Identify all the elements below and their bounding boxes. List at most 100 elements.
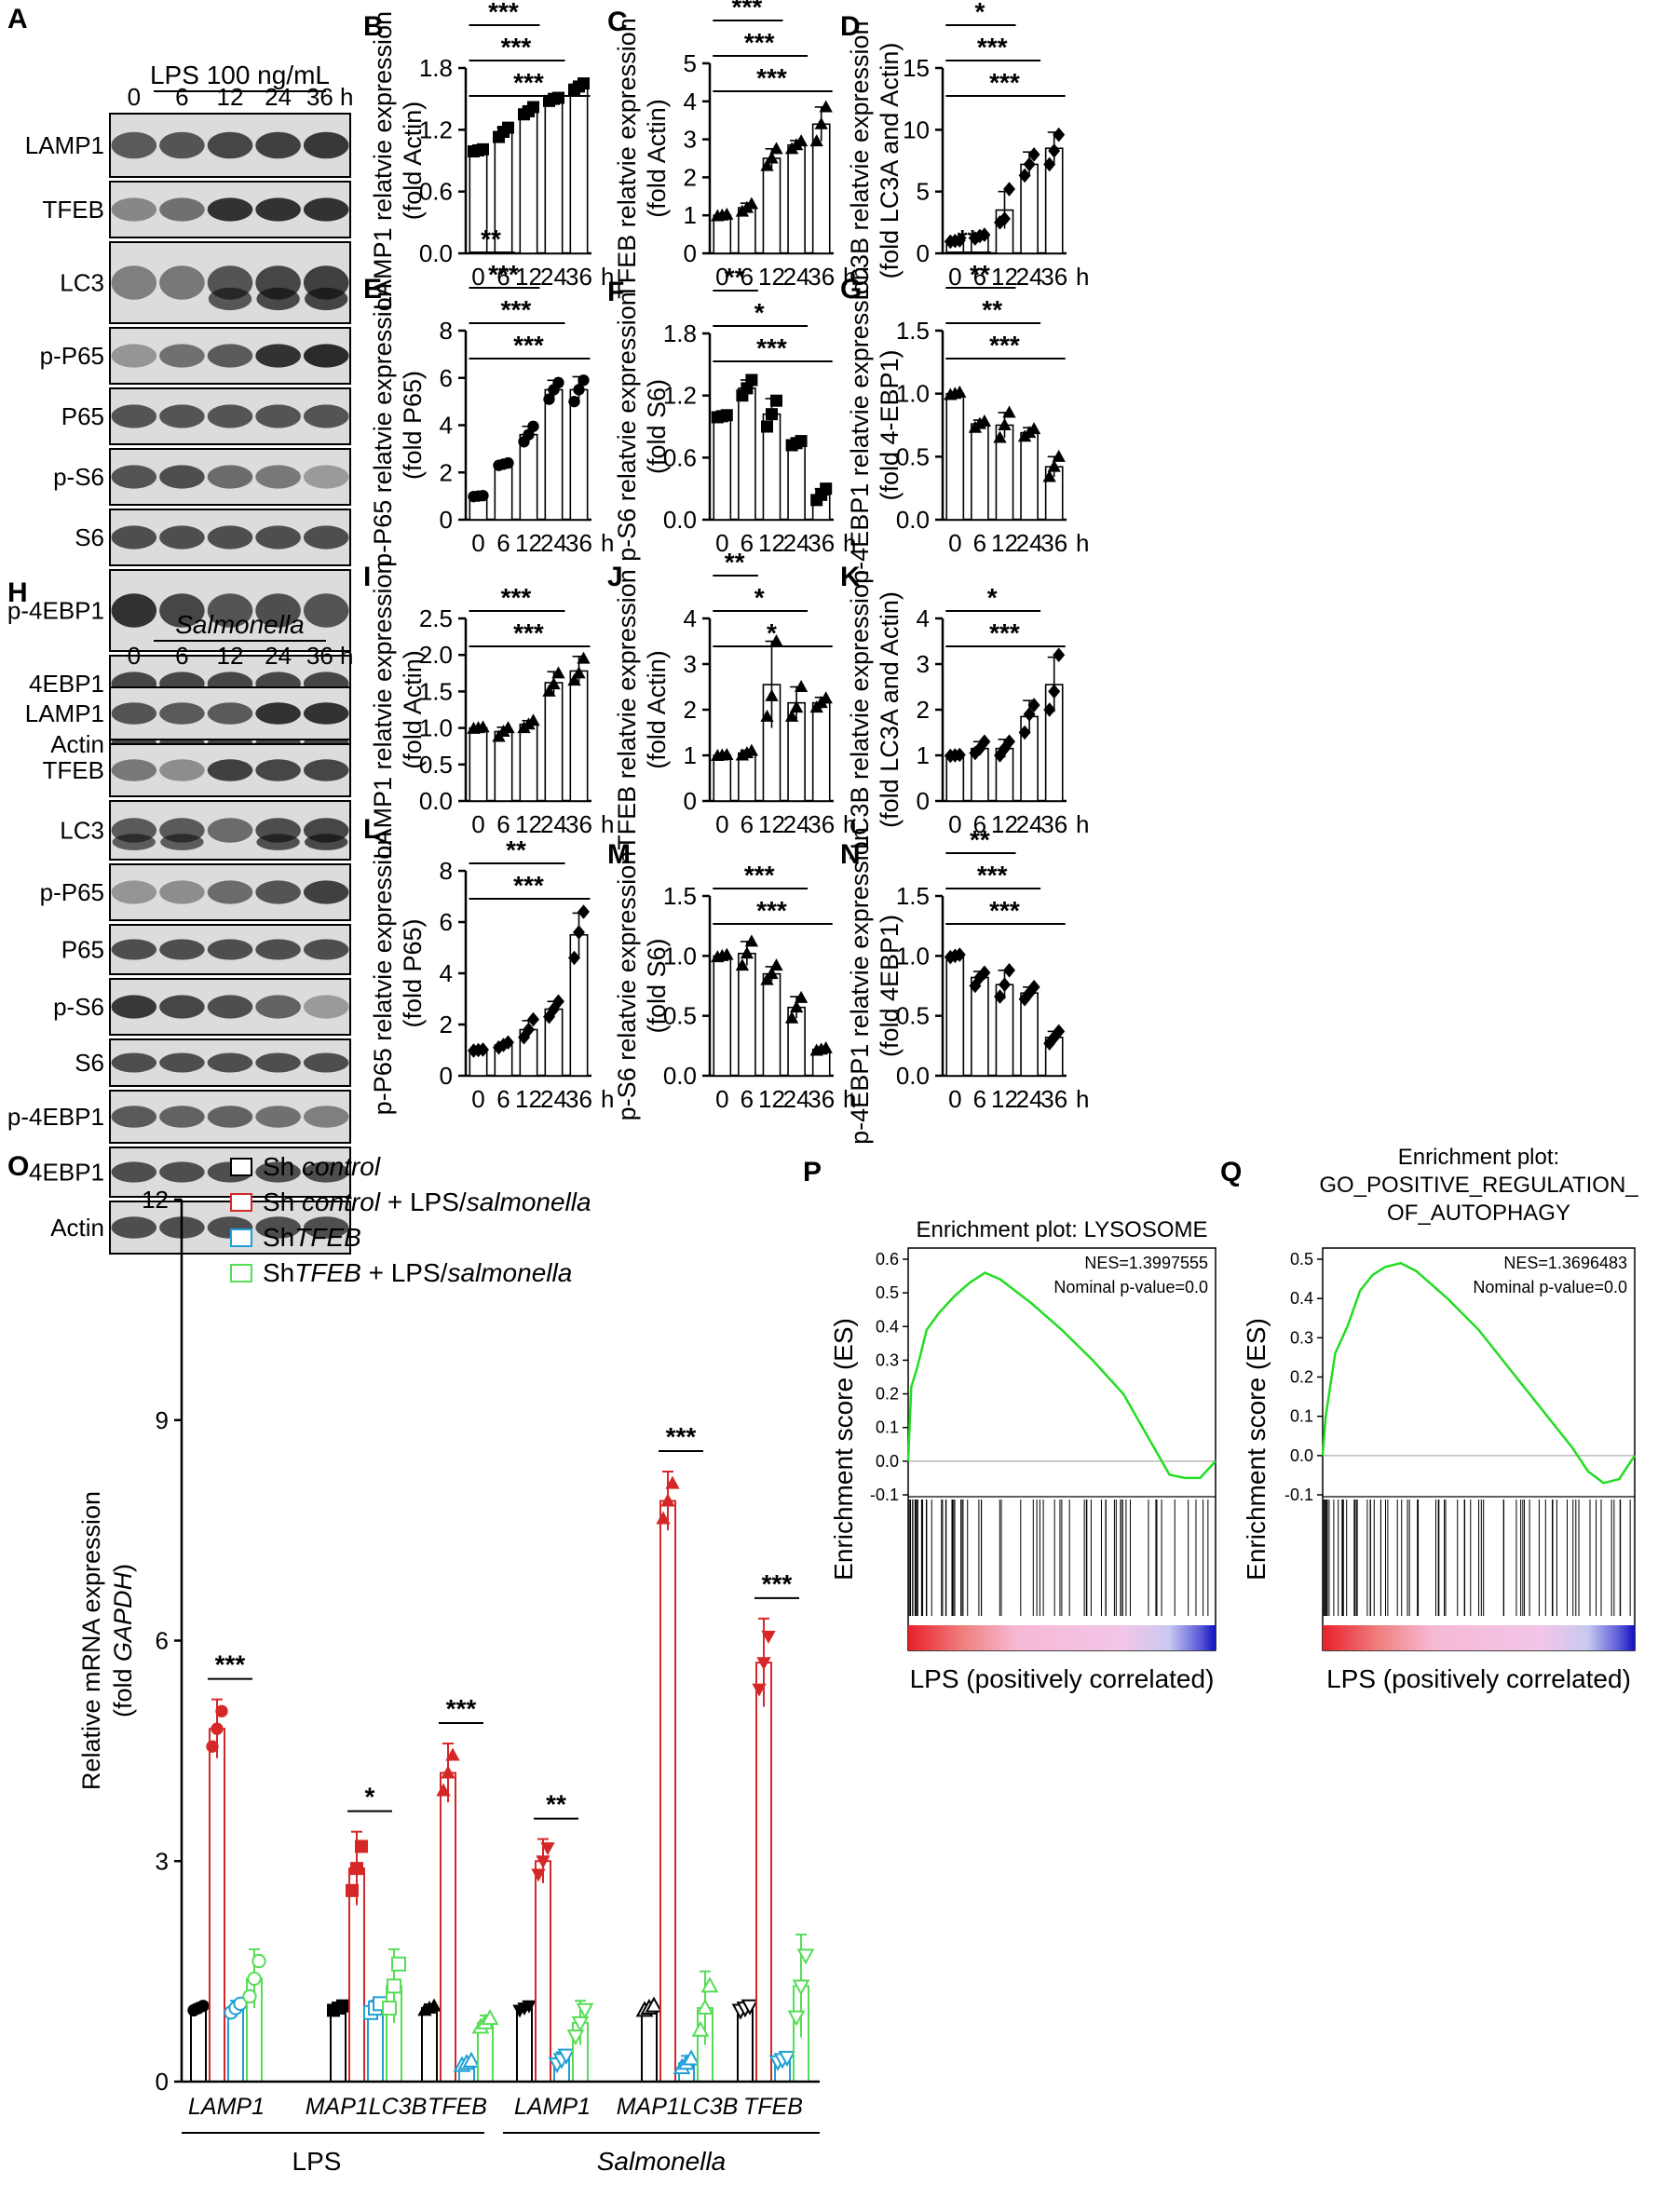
- y-axis-label-line: p-S6 relatvie expression: [613, 851, 641, 1121]
- label-part: control: [302, 1187, 381, 1216]
- y-tick-label: 2: [684, 163, 697, 191]
- panel-letter: C: [607, 7, 628, 37]
- y-tick-label: 0.0: [663, 1062, 697, 1090]
- blot-row-p-4ebp1: p-4EBP1: [7, 569, 351, 652]
- y-tick-label: 0.2: [876, 1385, 899, 1404]
- x-tick-label: 24: [540, 263, 567, 291]
- data-point: [794, 680, 809, 693]
- data-point: [1003, 962, 1015, 978]
- y-axis-label-line: p-S6 relatvie expression: [613, 292, 641, 562]
- x-tick-label: 0: [948, 810, 961, 838]
- blot-row-tfeb: TFEB: [43, 743, 351, 797]
- bar: [494, 730, 513, 802]
- blot-band: [111, 404, 157, 428]
- plot-title: GO_POSITIVE_REGULATION_: [1319, 1173, 1638, 1198]
- blot-band: [111, 265, 157, 300]
- label-part: GAPDH: [109, 1571, 137, 1662]
- blot-band: [111, 1216, 157, 1239]
- protein-label: LC3: [60, 269, 104, 297]
- y-tick-label: 0.0: [419, 239, 453, 267]
- blot-row-p-4ebp1: p-4EBP1: [7, 1090, 351, 1144]
- plot-title: Enrichment plot: LYSOSOME: [916, 1217, 1207, 1242]
- blot-band: [207, 131, 253, 159]
- bar: [519, 723, 538, 802]
- blot-band: [255, 1106, 301, 1128]
- data-point: [744, 197, 759, 210]
- y-tick-label: 1.5: [419, 677, 453, 705]
- data-point: [1048, 684, 1061, 699]
- y-tick-label: 2: [440, 458, 453, 486]
- significance-label: ***: [501, 295, 532, 324]
- x-tick-label: 6: [973, 1085, 986, 1113]
- significance-label: *: [974, 0, 985, 26]
- significance-label: ***: [977, 33, 1008, 61]
- data-point: [1027, 698, 1040, 712]
- panel-letter: M: [607, 839, 631, 870]
- x-tick-label: 12: [515, 810, 542, 838]
- blot-row-s6: S6: [75, 509, 351, 566]
- x-tick-label: 12: [515, 529, 542, 557]
- blot-band: [207, 344, 253, 368]
- blot-band: [304, 287, 348, 311]
- legend-swatch: [230, 1158, 252, 1176]
- blot-band: [111, 465, 157, 489]
- legend-item: Sh control + LPS/salmonella: [230, 1187, 591, 1216]
- data-point: [696, 1998, 714, 2015]
- label-part: (fold: [109, 1662, 137, 1717]
- bar: [516, 2007, 533, 2083]
- protein-label: S6: [75, 1049, 104, 1077]
- panel-letter: D: [840, 11, 861, 42]
- significance-label: *: [365, 1783, 375, 1812]
- y-axis-label-line: LC3B relatvie expression: [846, 20, 874, 300]
- bar: [209, 1728, 225, 2083]
- significance-label: ***: [744, 861, 775, 889]
- y-tick-label: 0: [440, 1062, 453, 1090]
- y-tick-label: 1.0: [419, 714, 453, 742]
- blot-band: [255, 593, 301, 628]
- y-axis-label-line: (fold P65): [399, 918, 427, 1027]
- treatment-label: LPS 100 ng/mL: [150, 61, 330, 89]
- data-point: [1027, 979, 1040, 995]
- y-tick-label: 0.5: [896, 442, 930, 470]
- y-tick-label: 1: [917, 741, 930, 769]
- y-axis-label-line: (fold Actin): [643, 99, 671, 218]
- panel-letter: A: [7, 4, 28, 34]
- chart-g: G0.00.51.01.5p-4EBP1 relatvie expression…: [840, 224, 1089, 584]
- x-tick-label: 6: [741, 810, 754, 838]
- significance-label: ***: [488, 0, 519, 26]
- data-point: [819, 1040, 833, 1053]
- x-tick-label: 12: [991, 263, 1018, 291]
- data-point: [682, 2049, 700, 2066]
- y-tick-label: 1: [684, 741, 697, 769]
- x-tick-label: 24: [540, 529, 567, 557]
- blot-band: [111, 759, 157, 781]
- data-point: [477, 489, 489, 502]
- legend-swatch: [230, 1193, 252, 1212]
- x-tick-label: 6: [973, 263, 986, 291]
- blot-band: [159, 593, 205, 628]
- y-axis-label: LAMP1 relatvie expression (fold Actin): [369, 11, 427, 310]
- y-tick-label: 0: [917, 239, 930, 267]
- gene-label: TFEB: [743, 2094, 803, 2120]
- panel-letter: O: [7, 1151, 29, 1182]
- y-tick-label: 8: [440, 857, 453, 885]
- blot-row-lamp1: LAMP1: [25, 113, 351, 178]
- protein-label: p-S6: [53, 463, 104, 491]
- data-point: [1053, 647, 1066, 662]
- data-point: [994, 748, 1006, 763]
- blot-band: [255, 1161, 301, 1183]
- data-point: [994, 989, 1006, 1004]
- time-label: 36 h: [306, 642, 354, 670]
- y-tick-label: 0.6: [876, 1250, 899, 1269]
- x-tick-label: 36: [1040, 529, 1067, 557]
- blot-row-lc3: LC3: [60, 800, 351, 861]
- x-tick-label: 0: [715, 529, 728, 557]
- data-point: [477, 142, 489, 156]
- data-point: [1043, 702, 1056, 717]
- blot-band: [207, 1052, 253, 1073]
- y-axis-label: LC3B relatvie expression (fold LC3A and A…: [846, 570, 904, 849]
- bar: [1020, 992, 1039, 1077]
- x-unit-label: h: [843, 810, 856, 838]
